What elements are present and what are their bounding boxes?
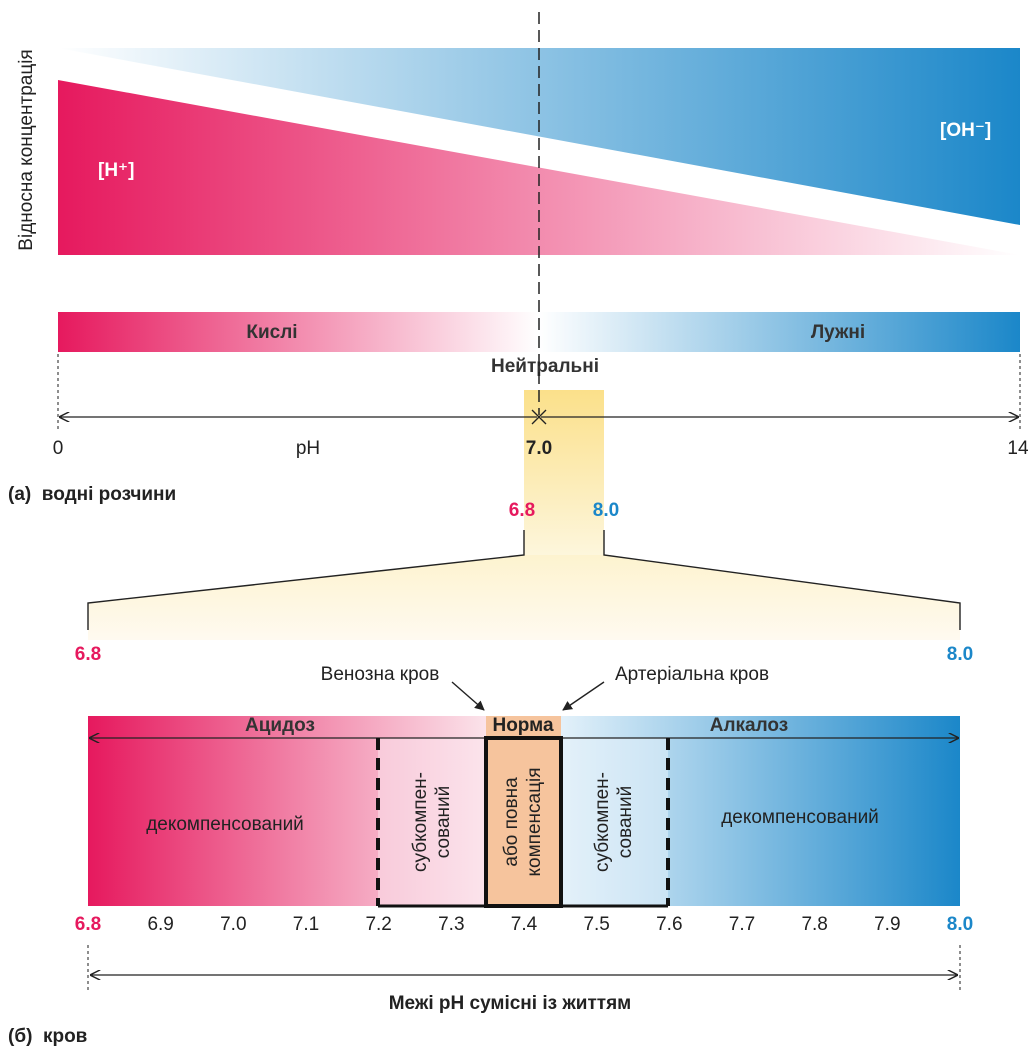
acid-subcomp-line2: сований <box>433 786 454 858</box>
blood-ph-tick-label: 6.8 <box>75 914 101 935</box>
panel-b-caption: (б) кров <box>8 1026 87 1047</box>
panel-a-caption: (а) водні розчини <box>8 484 176 505</box>
blood-ph-tick-label: 7.5 <box>583 914 609 935</box>
norm-label: Норма <box>492 715 553 736</box>
acid-subcomp-line1: субкомпен- <box>410 772 431 872</box>
life-range-label: Межі pH сумісні із життям <box>389 993 632 1014</box>
norm-line2: компенсація <box>524 768 545 877</box>
ph-neutral-label: 7.0 <box>526 438 552 459</box>
blood-ph-tick-label: 7.6 <box>656 914 682 935</box>
alkaline-bar <box>539 312 1020 352</box>
blood-ph-tick-label: 7.1 <box>293 914 319 935</box>
blood-ph-tick-labels: 6.8 6.9 7.0 7.1 7.2 7.3 7.4 7.5 7.6 7.7 7.8 7.9 8.0 <box>75 914 973 935</box>
oh-ion-label: [OH⁻] <box>940 120 991 141</box>
venous-blood-label: Венозна кров <box>321 664 440 685</box>
ph-max-label: 14 <box>1007 438 1029 459</box>
norm-line1: або повна <box>501 777 522 867</box>
ph-axis-label: pH <box>296 438 320 459</box>
blood-ph-tick-label: 7.2 <box>365 914 391 935</box>
arterial-blood-label: Артеріальна кров <box>615 664 769 685</box>
blood-ph-tick-label: 7.8 <box>801 914 827 935</box>
alk-subcompensated-zone <box>561 738 668 906</box>
alk-decompensated-label: декомпенсований <box>721 807 879 828</box>
panel-b: 6.8 8.0 Венозна кров Артеріальна кров Ац… <box>8 644 973 1047</box>
zoom-connector <box>87 530 961 640</box>
h-ion-label: [H⁺] <box>98 160 134 181</box>
oh-ion-concentration-shape <box>58 48 1020 225</box>
blood-ph-tick-label: 8.0 <box>947 914 973 935</box>
range-low-label: 6.8 <box>75 644 101 665</box>
acidic-bar <box>58 312 539 352</box>
venous-pointer <box>451 681 485 711</box>
blood-ph-tick-label: 7.3 <box>438 914 464 935</box>
alk-subcomp-line1: субкомпен- <box>592 772 613 872</box>
alkaline-label: Лужні <box>811 322 865 343</box>
normal-zone <box>486 716 561 906</box>
normal-zone-border <box>484 736 563 908</box>
blood-ph-tick-label: 7.7 <box>729 914 755 935</box>
zoom-high-label: 8.0 <box>593 500 619 521</box>
alkalosis-label: Алкалоз <box>710 715 789 736</box>
acidic-label: Кислі <box>246 322 297 343</box>
alk-subcomp-line2: сований <box>615 786 636 858</box>
panel-a: Відносна концентрація [H⁺] [OH⁻] Кислі Л… <box>8 12 1029 555</box>
ph-min-label: 0 <box>53 438 64 459</box>
y-axis-label: Відносна концентрація <box>16 49 37 250</box>
arterial-pointer <box>562 681 605 711</box>
neutral-label: Нейтральні <box>491 356 599 377</box>
blood-ph-tick-label: 7.4 <box>511 914 538 935</box>
acidosis-label: Ацидоз <box>245 715 315 736</box>
acid-decompensated-label: декомпенсований <box>146 814 304 835</box>
zoom-low-label: 6.8 <box>509 500 535 521</box>
range-high-label: 8.0 <box>947 644 973 665</box>
acid-subcompensated-zone <box>378 738 486 906</box>
blood-ph-tick-label: 6.9 <box>147 914 173 935</box>
blood-ph-tick-label: 7.9 <box>874 914 900 935</box>
blood-ph-tick-label: 7.0 <box>220 914 246 935</box>
